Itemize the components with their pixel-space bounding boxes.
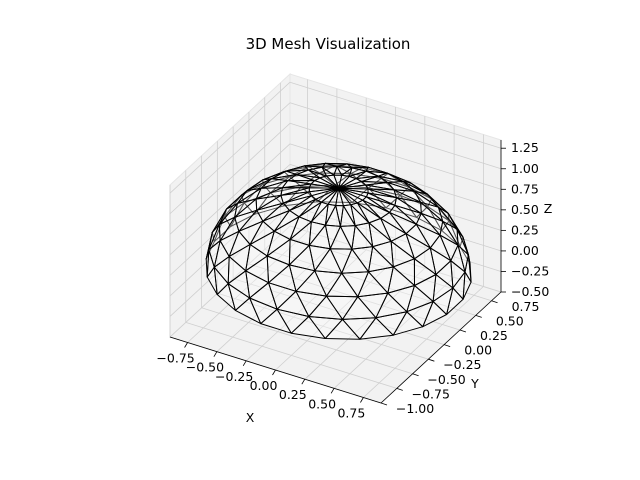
x-axis-label: X: [246, 410, 255, 425]
y-grid-floor: [233, 278, 445, 345]
x-grid-floor: [363, 286, 484, 398]
y-tick-label: 0.50: [496, 313, 524, 328]
x-tick-label: 0.25: [279, 387, 307, 402]
z-grid-back: [289, 225, 502, 293]
y-grid-floor: [185, 322, 397, 389]
y-tick: [459, 329, 467, 333]
z-tick-label: 1.25: [511, 140, 539, 155]
hemisphere-mesh: [205, 162, 472, 340]
y-tick-label: −0.75: [412, 386, 450, 401]
y-axis-line: [380, 291, 502, 404]
x-tick: [301, 378, 306, 385]
y-grid-floor: [201, 307, 413, 375]
z-grid-side: [169, 102, 291, 215]
z-grid-side: [169, 205, 291, 317]
y-tick: [412, 373, 419, 377]
z-grid-back: [289, 102, 502, 170]
y-tick-label: 0.75: [512, 299, 540, 314]
y-tick: [475, 314, 482, 318]
x-tick: [272, 369, 276, 376]
y-tick: [428, 358, 435, 362]
x-tick: [213, 351, 218, 357]
z-tick-label: 0.00: [511, 243, 539, 258]
z-tick-label: 0.25: [511, 222, 539, 237]
z-grid-side: [169, 123, 291, 235]
x-tick-label: −0.25: [215, 369, 253, 384]
x-tick-label: 0.75: [337, 406, 365, 421]
z-tick-label: −0.50: [511, 284, 549, 299]
y-tick: [380, 402, 388, 406]
y-tick: [444, 344, 451, 347]
z-grid-side: [169, 184, 291, 297]
z-grid-back: [289, 205, 502, 272]
y-tick: [491, 300, 498, 304]
tick-labels: −0.75−0.50−0.250.000.250.500.75 −1.00−0.7…: [156, 140, 549, 420]
z-tick-label: −0.25: [511, 263, 549, 278]
z-tick-label: 0.50: [511, 202, 539, 217]
z-tick-label: 1.00: [511, 161, 539, 176]
y-tick: [396, 388, 403, 391]
x-tick: [330, 388, 335, 394]
z-tick-label: 0.75: [511, 181, 539, 196]
z-grid-back: [289, 122, 502, 190]
y-tick-label: −0.25: [443, 357, 481, 372]
x-tick: [242, 360, 247, 367]
x-grid-floor: [245, 249, 367, 362]
y-tick-label: −0.50: [427, 372, 465, 387]
z-grid-back: [289, 81, 502, 149]
y-axis-label: Y: [470, 376, 479, 391]
x-grid-floor: [304, 267, 426, 380]
x-tick-label: 0.00: [250, 378, 278, 393]
y-tick-label: 0.25: [480, 328, 508, 343]
x-tick: [184, 342, 188, 348]
z-axis-label: Z: [544, 201, 553, 216]
z-grid-side: [169, 81, 291, 194]
y-grid-floor: [264, 248, 476, 316]
x-tick-label: −0.50: [186, 360, 224, 375]
x-grid-floor: [216, 240, 338, 352]
z-grid-back: [289, 184, 502, 252]
mesh-face: [228, 244, 251, 272]
chart-title: 3D Mesh Visualization: [246, 35, 411, 53]
y-grid-floor: [280, 234, 492, 302]
x-tick-label: −0.75: [156, 351, 194, 366]
x-tick-label: 0.50: [308, 396, 336, 411]
x-tick: [360, 397, 364, 403]
y-tick-label: 0.00: [464, 343, 492, 358]
x-grid-floor: [275, 258, 396, 371]
y-tick-label: −1.00: [396, 401, 434, 416]
z-grid-side: [169, 143, 291, 256]
